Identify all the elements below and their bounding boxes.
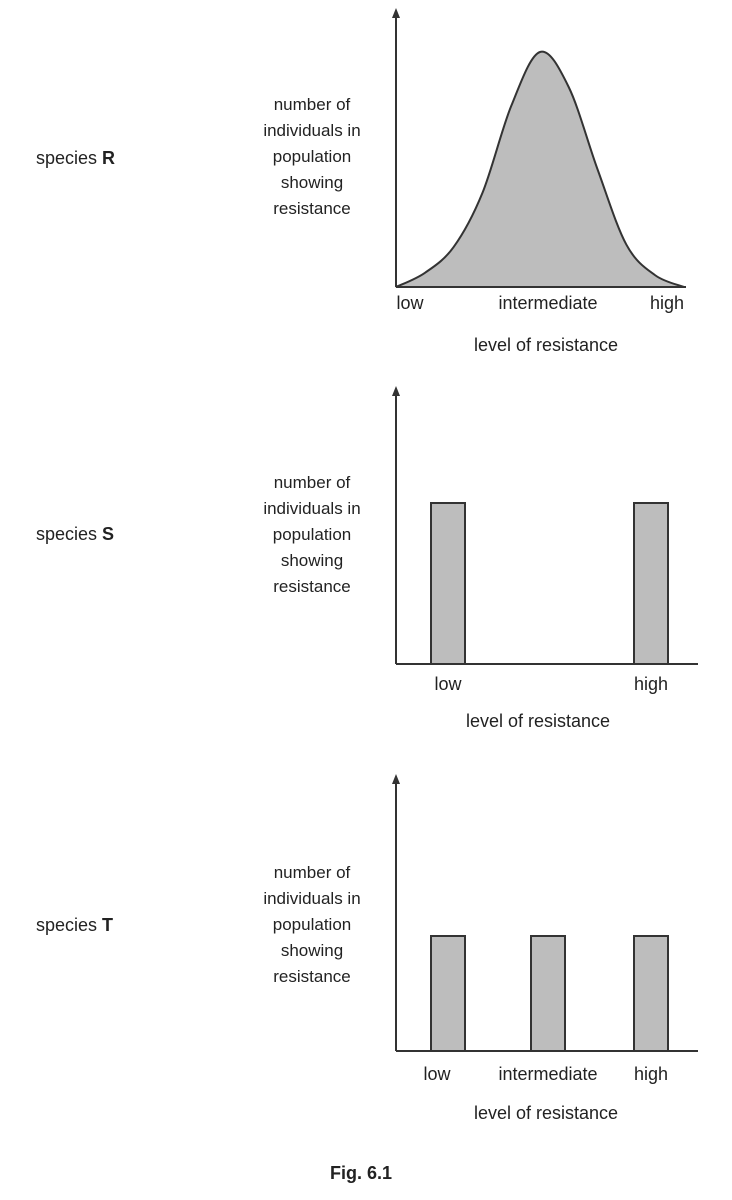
ylabel-line: population <box>272 147 352 166</box>
ylabel-line: showing <box>280 551 344 570</box>
species-r-xlabel: level of resistance <box>474 335 618 355</box>
species-r-distribution-area <box>395 50 685 288</box>
species-t-letter: T <box>102 915 114 935</box>
species-s-label: species S <box>36 524 114 545</box>
ylabel-line: individuals in <box>263 499 361 518</box>
species-s-ylabel: number of individuals in population show… <box>237 470 387 600</box>
tick-label-intermediate: intermediate <box>498 1064 597 1084</box>
ylabel-line: resistance <box>273 199 351 218</box>
species-t-y-arrow-icon <box>392 774 400 784</box>
species-s-y-arrow-icon <box>392 386 400 396</box>
bar-low <box>430 935 466 1052</box>
ylabel-line: population <box>272 915 352 934</box>
ylabel-line: number of <box>273 95 351 114</box>
ylabel-line: resistance <box>273 967 351 986</box>
species-r-letter: R <box>102 148 116 168</box>
ylabel-line: number of <box>273 863 351 882</box>
bar-low <box>430 502 466 665</box>
tick-label-low: low <box>434 674 462 694</box>
tick-label-low: low <box>423 1064 451 1084</box>
species-s-letter: S <box>102 524 115 544</box>
tick-label-low: low <box>396 293 424 313</box>
tick-label-high: high <box>634 674 668 694</box>
tick-label-high: high <box>634 1064 668 1084</box>
tick-label-high: high <box>650 293 684 313</box>
species-s-bars <box>430 502 669 665</box>
species-r-chart: low intermediate high level of resistanc… <box>392 8 686 355</box>
species-r-prefix: species <box>36 148 98 168</box>
bar-intermediate <box>530 935 566 1052</box>
ylabel-line: showing <box>280 173 344 192</box>
species-r-label: species R <box>36 148 115 169</box>
species-t-chart: low intermediate high level of resistanc… <box>392 774 698 1123</box>
ylabel-line: number of <box>273 473 351 492</box>
species-t-xlabel: level of resistance <box>474 1103 618 1123</box>
species-t-prefix: species <box>36 915 98 935</box>
ylabel-line: population <box>272 525 352 544</box>
ylabel-line: individuals in <box>263 121 361 140</box>
species-t-label: species T <box>36 915 113 936</box>
tick-label-intermediate: intermediate <box>498 293 597 313</box>
bar-high <box>633 935 669 1052</box>
species-t-ylabel: number of individuals in population show… <box>237 860 387 990</box>
species-s-xlabel: level of resistance <box>466 711 610 731</box>
species-r-y-arrow-icon <box>392 8 400 18</box>
species-s-prefix: species <box>36 524 98 544</box>
species-s-chart: low high level of resistance <box>392 386 698 731</box>
bar-high <box>633 502 669 665</box>
ylabel-line: showing <box>280 941 344 960</box>
figure-caption: Fig. 6.1 <box>330 1163 393 1183</box>
species-t-bars <box>430 935 669 1052</box>
ylabel-line: individuals in <box>263 889 361 908</box>
species-r-ylabel: number of individuals in population show… <box>237 92 387 222</box>
ylabel-line: resistance <box>273 577 351 596</box>
